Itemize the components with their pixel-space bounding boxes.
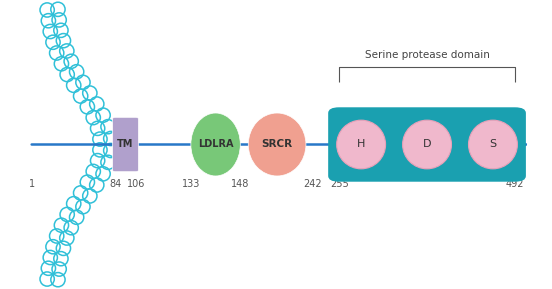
Text: D: D [423, 140, 431, 149]
Ellipse shape [248, 113, 306, 176]
Text: 492: 492 [506, 179, 524, 189]
Ellipse shape [469, 120, 517, 169]
Text: 133: 133 [182, 179, 200, 189]
Text: S: S [490, 140, 496, 149]
Ellipse shape [402, 120, 452, 169]
Text: 1: 1 [29, 179, 35, 189]
FancyBboxPatch shape [328, 107, 526, 182]
FancyBboxPatch shape [113, 117, 139, 172]
Text: LDLRA: LDLRA [198, 140, 233, 149]
Ellipse shape [337, 120, 385, 169]
Text: TM: TM [118, 140, 134, 149]
Text: 255: 255 [330, 179, 348, 189]
Text: Serine protease domain: Serine protease domain [365, 50, 490, 60]
Text: 242: 242 [304, 179, 322, 189]
Text: 106: 106 [127, 179, 145, 189]
Text: 84: 84 [109, 179, 122, 189]
Text: H: H [357, 140, 365, 149]
Text: SRCR: SRCR [262, 140, 293, 149]
Text: 148: 148 [231, 179, 250, 189]
Ellipse shape [191, 113, 240, 176]
